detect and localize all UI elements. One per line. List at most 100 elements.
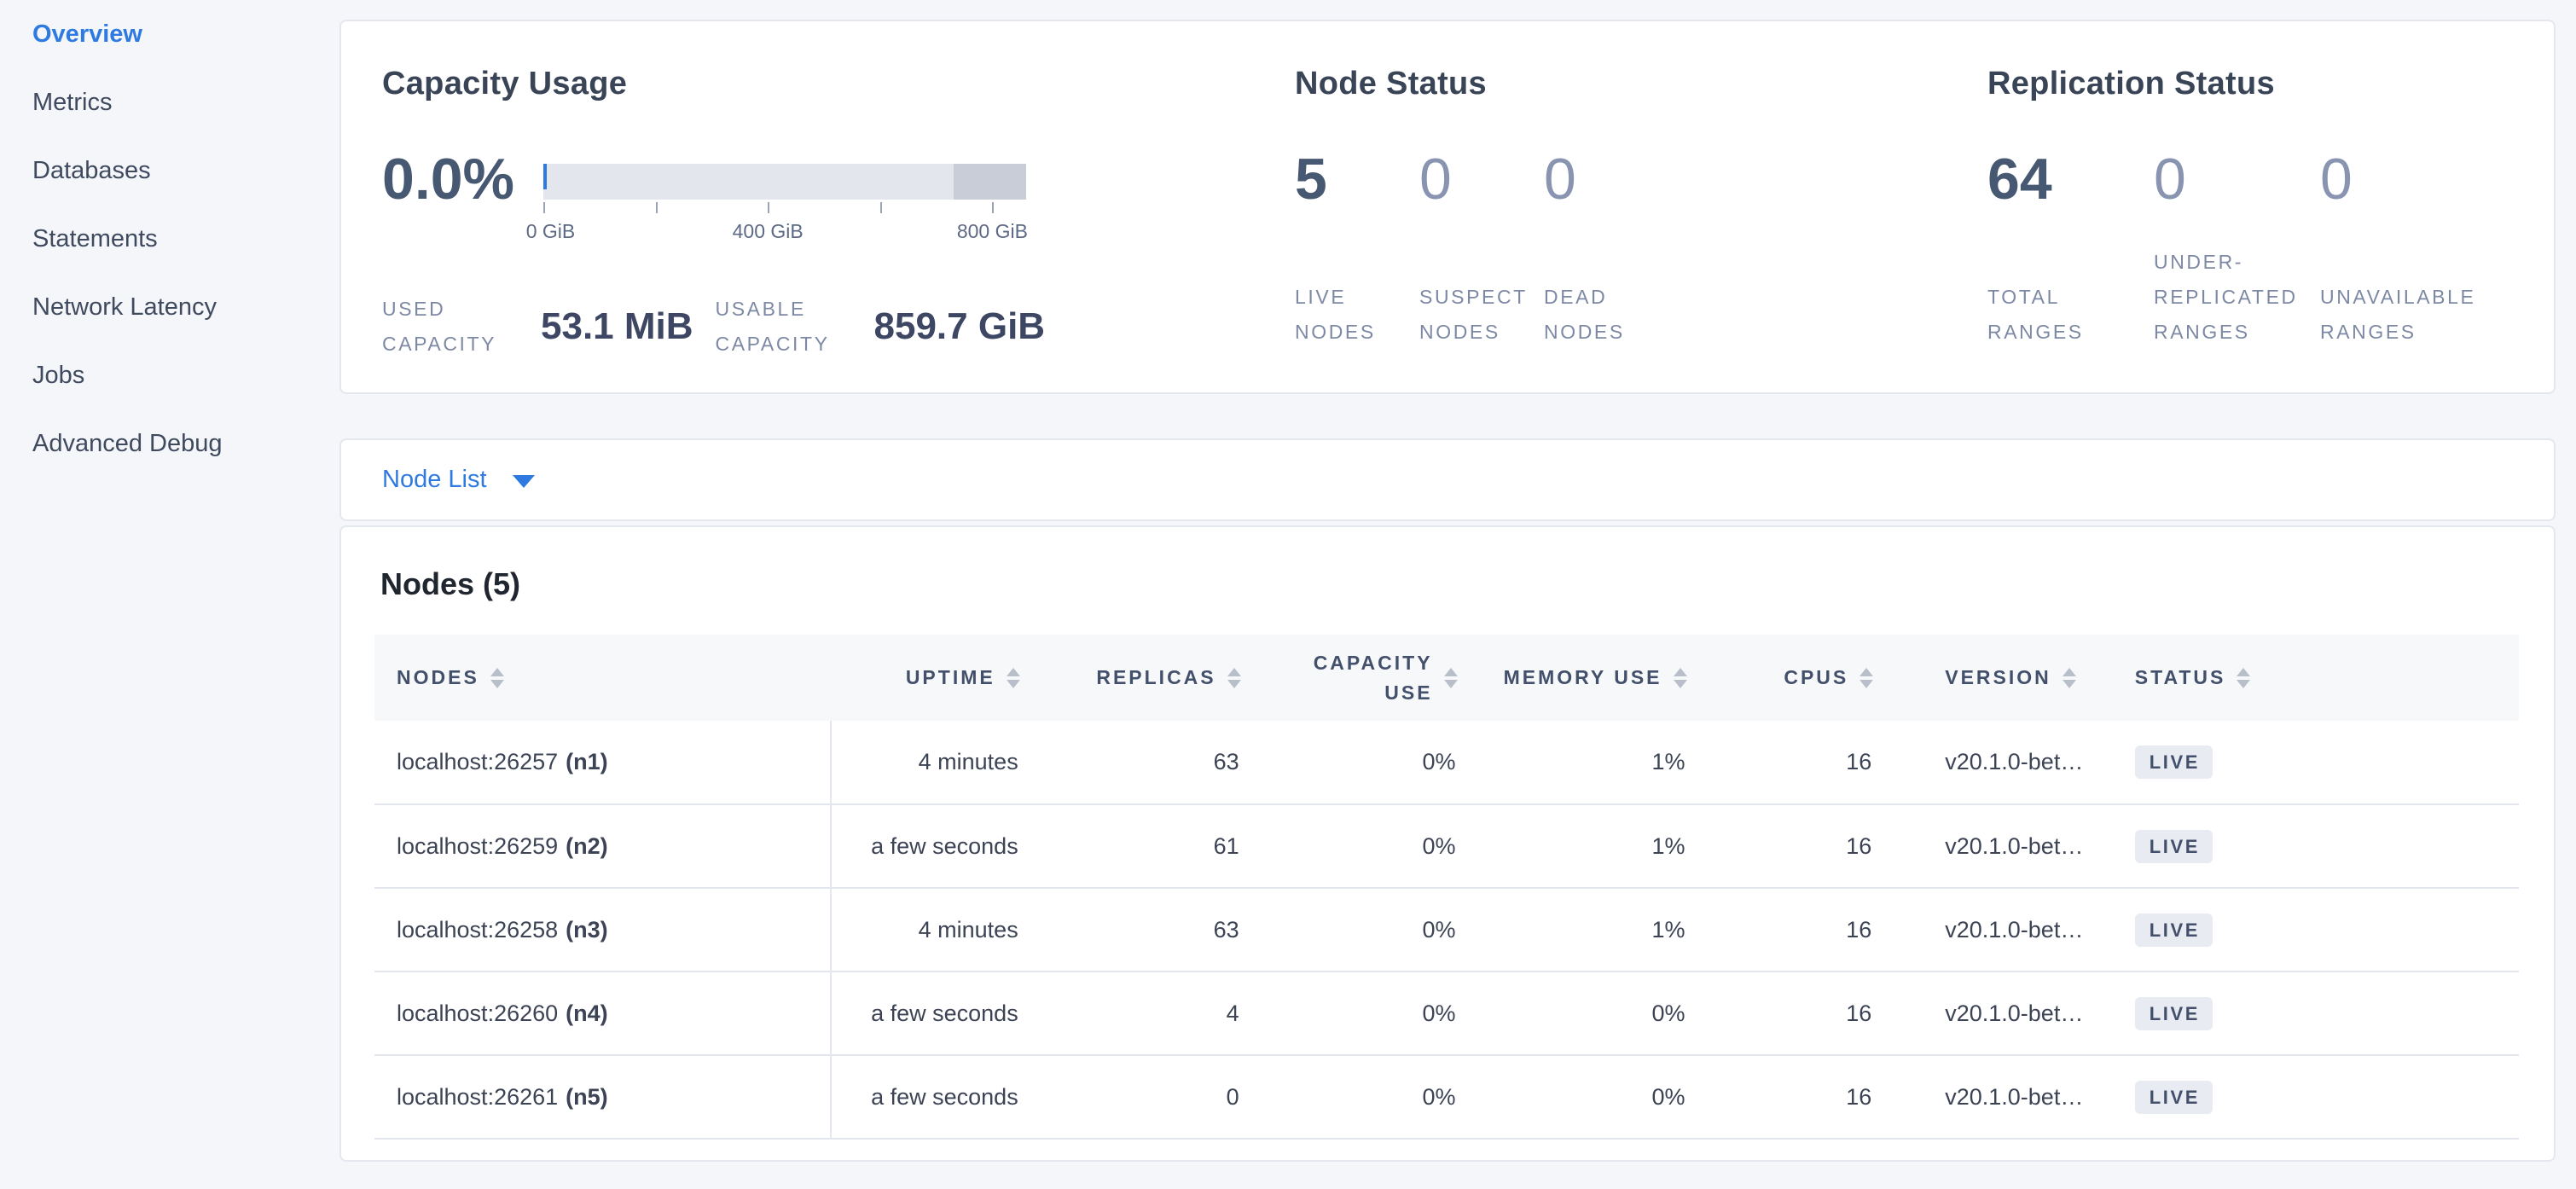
node-capacity-use: 0%	[1422, 1000, 1456, 1026]
node-id: (n1)	[566, 749, 608, 774]
status-badge: LIVE	[2134, 745, 2213, 779]
column-header-nodes-label: NODES	[397, 666, 479, 689]
sidebar-item-statements[interactable]: Statements	[32, 224, 158, 252]
under-replicated-ranges-stat: 0 UNDER- REPLICATED RANGES	[2154, 150, 2320, 350]
node-id: (n3)	[566, 916, 608, 942]
column-header-cpus-label: CPUS	[1784, 666, 1849, 689]
node-replicas: 0	[1226, 1083, 1239, 1110]
under-replicated-ranges-value: 0	[2154, 147, 2186, 212]
column-header-uptime[interactable]: UPTIME	[831, 635, 1020, 721]
node-uptime: 4 minutes	[918, 916, 1018, 942]
node-memory-use: 0%	[1651, 1000, 1685, 1026]
sort-icon	[1443, 667, 1458, 688]
status-badge: LIVE	[2134, 913, 2213, 947]
node-id: (n2)	[566, 832, 608, 859]
cluster-summary-card: Capacity Usage 0.0% 0 GiB 400 GiB 800 Gi…	[339, 20, 2556, 394]
sidebar-item-databases[interactable]: Databases	[32, 156, 151, 184]
status-badge: LIVE	[2134, 829, 2213, 863]
capacity-stats: USED CAPACITY 53.1 MiB USABLE CAPACITY 8…	[382, 292, 1295, 362]
total-ranges-label: TOTAL RANGES	[1987, 286, 2084, 344]
capacity-gauge: 0.0% 0 GiB 400 GiB 800 GiB	[382, 150, 1295, 246]
table-row[interactable]: localhost:26258 (n3) 4 minutes 63 0% 1% 1…	[374, 888, 2519, 972]
node-capacity-use: 0%	[1422, 749, 1456, 774]
capacity-bar-other-segment	[954, 164, 1026, 200]
node-version: v20.1.0-bet…	[1945, 749, 2084, 774]
node-address: localhost:26260	[397, 1000, 559, 1026]
node-version: v20.1.0-bet…	[1945, 832, 2084, 859]
table-row[interactable]: localhost:26257 (n1) 4 minutes 63 0% 1% 1…	[374, 721, 2519, 804]
node-uptime: a few seconds	[871, 1083, 1018, 1110]
column-header-uptime-label: UPTIME	[905, 666, 995, 689]
capacity-usage-section: Capacity Usage 0.0% 0 GiB 400 GiB 800 Gi…	[382, 66, 1295, 392]
node-uptime: a few seconds	[871, 1000, 1018, 1026]
column-header-memory-use-label: MEMORY USE	[1503, 666, 1662, 689]
node-id: (n5)	[566, 1083, 608, 1110]
node-address: localhost:26259	[397, 832, 559, 859]
node-version: v20.1.0-bet…	[1945, 1083, 2084, 1110]
node-address: localhost:26257	[397, 749, 559, 774]
column-header-version[interactable]: VERSION	[1873, 635, 2109, 721]
chevron-down-icon	[512, 475, 535, 488]
table-header-row: NODES UPTIME REPLICAS CAPACITY USE MEMOR…	[374, 635, 2519, 721]
node-uptime: a few seconds	[871, 832, 1018, 859]
nodes-table: NODES UPTIME REPLICAS CAPACITY USE MEMOR…	[374, 635, 2519, 1140]
sort-icon	[490, 667, 504, 688]
node-capacity-use: 0%	[1422, 1083, 1456, 1110]
sidebar-item-metrics[interactable]: Metrics	[32, 88, 113, 116]
node-replicas: 61	[1213, 832, 1239, 859]
table-row[interactable]: localhost:26260 (n4) a few seconds 4 0% 0…	[374, 972, 2519, 1055]
node-address: localhost:26261	[397, 1083, 559, 1110]
axis-label-400gib: 400 GiB	[732, 220, 804, 242]
node-status-section: Node Status 5 LIVE NODES 0 SUSPECT NODES…	[1295, 66, 1987, 392]
sidebar-item-overview[interactable]: Overview	[32, 20, 142, 48]
node-list-dropdown[interactable]: Node List	[339, 438, 2556, 521]
node-capacity-use: 0%	[1422, 832, 1456, 859]
used-capacity-value: 53.1 MiB	[541, 304, 693, 347]
node-memory-use: 1%	[1651, 749, 1685, 774]
column-header-capacity-use[interactable]: CAPACITY USE	[1241, 635, 1458, 721]
column-header-cpus[interactable]: CPUS	[1687, 635, 1874, 721]
sort-icon	[2237, 667, 2251, 688]
column-header-replicas[interactable]: REPLICAS	[1020, 635, 1241, 721]
dead-nodes-label: DEAD NODES	[1544, 286, 1625, 344]
sort-icon	[2062, 667, 2076, 688]
used-capacity-label: USED CAPACITY	[382, 298, 497, 355]
sidebar-item-jobs[interactable]: Jobs	[32, 361, 85, 389]
suspect-nodes-stat: 0 SUSPECT NODES	[1419, 150, 1544, 350]
suspect-nodes-value: 0	[1419, 147, 1452, 212]
sidebar-item-advanced-debug[interactable]: Advanced Debug	[32, 429, 223, 457]
column-header-replicas-label: REPLICAS	[1096, 666, 1216, 689]
table-row[interactable]: localhost:26261 (n5) a few seconds 0 0% 0…	[374, 1055, 2519, 1139]
suspect-nodes-label: SUSPECT NODES	[1419, 286, 1528, 344]
nodes-table-card: Nodes (5) NODES UPTIME REPLICAS	[339, 525, 2556, 1162]
node-cpus: 16	[1846, 749, 1872, 774]
column-header-status-label: STATUS	[2134, 666, 2226, 689]
node-memory-use: 1%	[1651, 832, 1685, 859]
column-header-memory-use[interactable]: MEMORY USE	[1458, 635, 1687, 721]
capacity-axis-ticks	[543, 202, 1026, 213]
sort-icon	[1673, 667, 1687, 688]
column-header-nodes[interactable]: NODES	[374, 635, 831, 721]
live-nodes-value: 5	[1295, 147, 1327, 212]
total-ranges-stat: 64 TOTAL RANGES	[1987, 150, 2154, 350]
axis-label-800gib: 800 GiB	[956, 220, 1028, 242]
dead-nodes-value: 0	[1544, 147, 1576, 212]
node-version: v20.1.0-bet…	[1945, 1000, 2084, 1026]
sort-icon	[1859, 667, 1874, 688]
node-uptime: 4 minutes	[918, 749, 1018, 774]
node-cpus: 16	[1846, 1083, 1872, 1110]
table-row[interactable]: localhost:26259 (n2) a few seconds 61 0% …	[374, 804, 2519, 888]
capacity-bar-chart: 0 GiB 400 GiB 800 GiB	[526, 164, 1028, 246]
capacity-usage-title: Capacity Usage	[382, 66, 628, 102]
unavailable-ranges-stat: 0 UNAVAILABLE RANGES	[2320, 150, 2486, 350]
node-list-dropdown-label: Node List	[382, 466, 487, 493]
status-badge: LIVE	[2134, 1080, 2213, 1114]
sidebar-item-network-latency[interactable]: Network Latency	[32, 293, 217, 321]
usable-capacity-value: 859.7 GiB	[873, 304, 1046, 347]
column-header-status[interactable]: STATUS	[2109, 635, 2519, 721]
under-replicated-ranges-label: UNDER- REPLICATED RANGES	[2154, 251, 2298, 344]
capacity-bar-used-marker	[543, 164, 547, 189]
axis-label-0gib: 0 GiB	[525, 220, 576, 242]
node-replicas: 63	[1213, 916, 1239, 942]
node-address: localhost:26258	[397, 916, 559, 942]
